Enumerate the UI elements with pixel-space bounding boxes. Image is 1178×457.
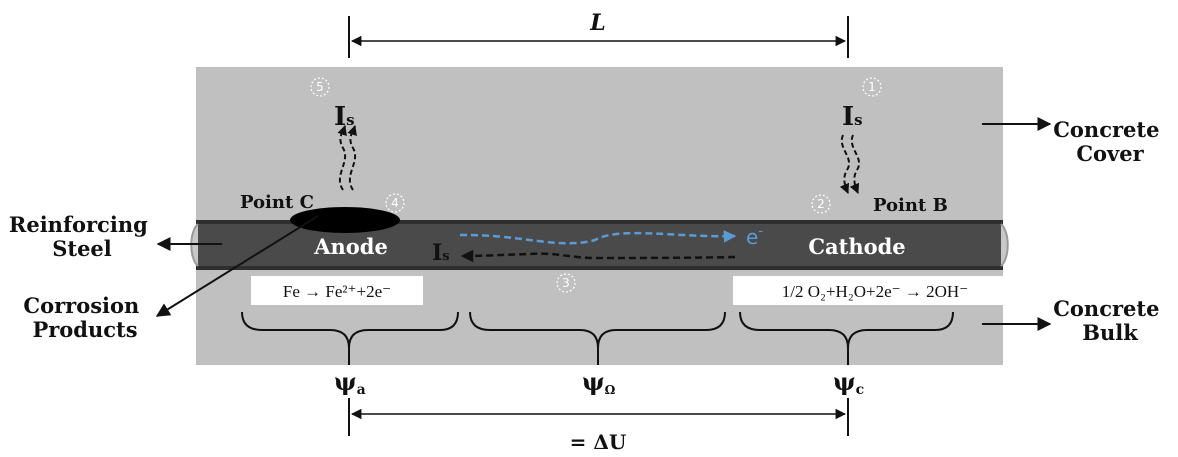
svg-text:1: 1 — [868, 80, 876, 94]
point-c-label: Point C — [240, 192, 314, 213]
brace-omega — [469, 311, 726, 365]
anodic-reaction: Fe → Fe²⁺+2e⁻ — [283, 282, 391, 301]
current-arrows-anode — [337, 125, 357, 191]
psi-omega: ψΩ — [582, 367, 616, 397]
corrosion-product-ellipse — [290, 207, 400, 233]
svg-text:3: 3 — [562, 276, 570, 290]
marker-4: 4 — [385, 193, 405, 213]
dimension-l: L — [348, 10, 849, 58]
concrete-cover-label: Concrete Cover — [1053, 117, 1167, 166]
dimension-du-label: = ΔU — [570, 430, 627, 454]
dimension-l-label: L — [589, 10, 605, 36]
electron-flow-arrow — [459, 230, 737, 245]
marker-1: 1 — [862, 77, 882, 97]
psi-a: ψa — [334, 367, 366, 398]
dimension-du: = ΔU — [348, 398, 849, 454]
anode-label: Anode — [313, 234, 388, 259]
corrosion-products-label: Corrosion Products — [23, 293, 146, 342]
reinforcing-steel-label: Reinforcing Steel — [9, 212, 155, 261]
svg-text:2: 2 — [817, 197, 825, 211]
psi-c: ψc — [833, 367, 864, 398]
electron-label: e- — [746, 224, 763, 249]
ionic-current-arrow — [460, 249, 736, 263]
current-is-steel: Is — [432, 240, 450, 266]
concrete-bulk-label: Concrete Bulk — [1053, 296, 1167, 345]
brace-cathode — [739, 311, 954, 365]
svg-text:4: 4 — [391, 196, 399, 210]
current-is-cathode: Is — [842, 102, 863, 132]
brace-anode — [241, 311, 459, 365]
cathodic-reaction: 1/2 O₂+H₂O+2e⁻ → 2OH⁻ — [782, 282, 968, 301]
cathode-label: Cathode — [808, 234, 905, 259]
marker-3: 3 — [556, 273, 576, 293]
cathodic-reaction-box — [733, 276, 1018, 305]
anodic-reaction-box — [251, 276, 423, 305]
point-b-label: Point B — [873, 195, 948, 216]
marker-2: 2 — [811, 194, 831, 214]
current-arrows-cathode — [839, 134, 860, 194]
corrosion-products-pointer — [155, 215, 319, 317]
svg-text:5: 5 — [316, 80, 324, 94]
marker-5: 5 — [310, 77, 330, 97]
current-is-anode: Is — [334, 102, 355, 132]
